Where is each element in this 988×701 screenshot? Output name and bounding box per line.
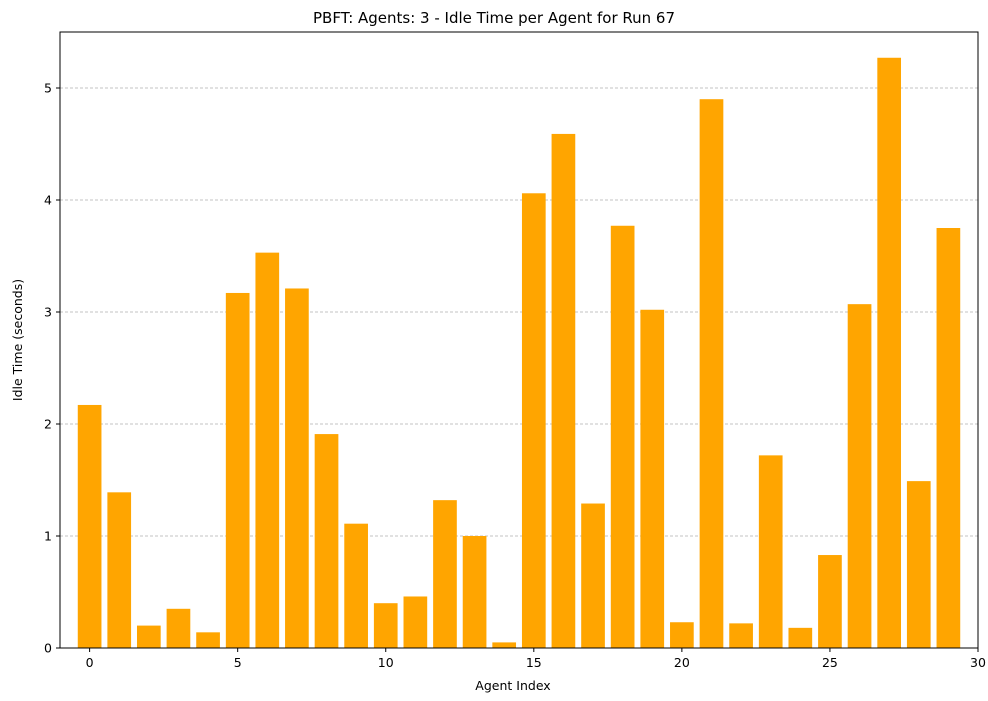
- bar-agent-9: [344, 523, 368, 648]
- chart-title: PBFT: Agents: 3 - Idle Time per Agent fo…: [313, 9, 675, 27]
- bar-agent-27: [877, 57, 902, 648]
- bar-agent-17: [581, 503, 605, 648]
- grid-layer: [60, 87, 978, 537]
- bar-agent-20: [670, 622, 694, 648]
- bar-agent-5: [225, 292, 250, 648]
- y-axis-label: Idle Time (seconds): [10, 279, 25, 401]
- bar-agent-14: [492, 642, 517, 648]
- y-axis: 0 1 2 3 4 5: [44, 81, 60, 656]
- bar-agent-23: [758, 455, 783, 648]
- bar-agent-8: [314, 434, 339, 648]
- bar-agent-6: [255, 252, 280, 648]
- y-tick-label: 0: [44, 641, 52, 656]
- bar-agent-25: [818, 555, 842, 648]
- x-axis-label: Agent Index: [475, 678, 550, 693]
- bar-agent-28: [906, 481, 931, 648]
- bar-agent-2: [136, 625, 161, 648]
- bar-agent-7: [285, 288, 309, 648]
- bar-agent-16: [551, 133, 576, 649]
- x-tick-label: 0: [86, 655, 94, 670]
- bar-agent-15: [521, 193, 546, 648]
- x-tick-label: 20: [674, 655, 690, 670]
- bar-agent-13: [462, 536, 487, 648]
- y-tick-label: 4: [44, 193, 52, 208]
- x-tick-label: 15: [526, 655, 542, 670]
- y-tick-label: 2: [44, 417, 52, 432]
- bar-agent-19: [640, 309, 665, 648]
- bar-agent-10: [373, 603, 398, 648]
- bar-agent-26: [847, 304, 872, 648]
- bar-agent-12: [433, 500, 457, 648]
- bar-agent-0: [77, 404, 102, 648]
- x-axis: 0 5 10 15 20 25 30: [86, 648, 986, 670]
- bar-agent-21: [699, 99, 724, 648]
- plot-frame: [59, 31, 979, 649]
- x-tick-label: 5: [234, 655, 242, 670]
- bar-agent-18: [610, 225, 635, 648]
- y-tick-label: 5: [44, 81, 52, 96]
- bar-agent-1: [107, 492, 132, 648]
- bar-agent-29: [936, 228, 961, 648]
- bar-agent-11: [403, 596, 428, 648]
- y-tick-label: 1: [44, 529, 52, 544]
- bars-layer: [77, 57, 961, 649]
- x-tick-label: 25: [822, 655, 838, 670]
- x-tick-label: 10: [378, 655, 394, 670]
- x-tick-label: 30: [970, 655, 986, 670]
- bar-agent-22: [729, 623, 753, 648]
- y-tick-label: 3: [44, 305, 52, 320]
- bar-agent-4: [196, 632, 220, 648]
- bar-agent-3: [166, 608, 191, 648]
- bar-agent-24: [788, 627, 813, 648]
